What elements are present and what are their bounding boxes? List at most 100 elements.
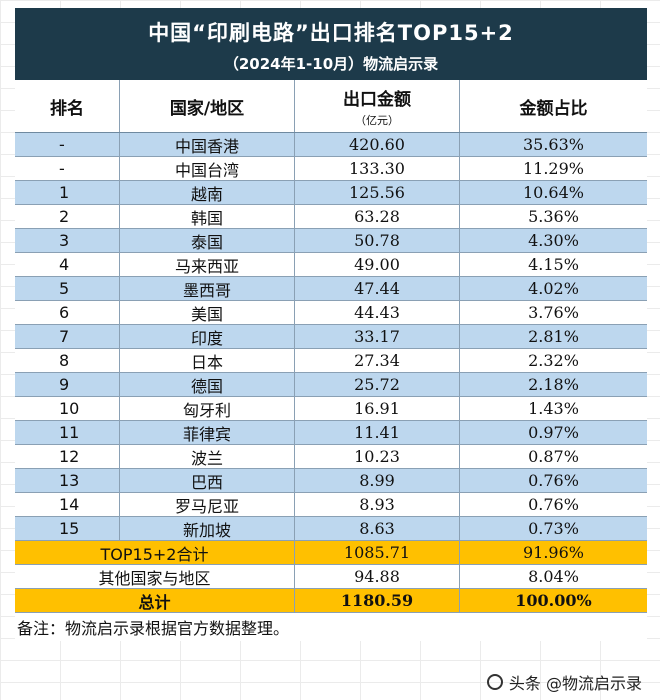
total-share: 100.00% xyxy=(515,591,592,610)
share-cell: 1.43% xyxy=(528,399,579,418)
table-row: 14 罗马尼亚 8.93 0.76% xyxy=(15,493,647,517)
table-row: 8 日本 27.34 2.32% xyxy=(15,349,647,373)
rank-cell: 11 xyxy=(15,421,120,444)
table-row: 1 越南 125.56 10.64% xyxy=(15,181,647,205)
region-cell: 泰国 xyxy=(120,229,295,252)
subtotal-label: TOP15+2合计 xyxy=(15,541,295,564)
table-title-block: 中国“印刷电路”出口排名TOP15+2 （2024年1-10月）物流启示录 xyxy=(15,8,647,80)
rank-cell: 3 xyxy=(15,229,120,252)
amount-cell: 16.91 xyxy=(295,397,460,420)
header-amount-label: 出口金额 xyxy=(343,89,411,110)
amount-cell: 25.72 xyxy=(295,373,460,396)
table-row: 12 波兰 10.23 0.87% xyxy=(15,445,647,469)
rank-cell: 6 xyxy=(15,301,120,324)
table-row: 13 巴西 8.99 0.76% xyxy=(15,469,647,493)
amount-cell: 8.99 xyxy=(295,469,460,492)
share-cell: 35.63% xyxy=(522,135,584,154)
rank-cell: - xyxy=(15,133,120,156)
rank-cell: 14 xyxy=(15,493,120,516)
rank-cell: 4 xyxy=(15,253,120,276)
amount-cell: 8.93 xyxy=(295,493,460,516)
table-row: 2 韩国 63.28 5.36% xyxy=(15,205,647,229)
total-row: 总计 1180.59 100.00% xyxy=(15,589,647,613)
rank-cell: 9 xyxy=(15,373,120,396)
others-row: 其他国家与地区 94.88 8.04% xyxy=(15,565,647,589)
amount-cell: 10.23 xyxy=(295,445,460,468)
rank-cell: 13 xyxy=(15,469,120,492)
amount-cell: 44.43 xyxy=(295,301,460,324)
header-share: 金额占比 xyxy=(519,98,588,119)
rank-cell: 1 xyxy=(15,181,120,204)
share-cell: 10.64% xyxy=(522,183,584,202)
rank-cell: 10 xyxy=(15,397,120,420)
rank-cell: - xyxy=(15,157,120,180)
rank-cell: 8 xyxy=(15,349,120,372)
share-cell: 2.18% xyxy=(528,375,579,394)
region-cell: 美国 xyxy=(120,301,295,324)
table-row: 6 美国 44.43 3.76% xyxy=(15,301,647,325)
footnote: 备注：物流启示录根据官方数据整理。 xyxy=(15,613,647,641)
region-cell: 新加坡 xyxy=(120,517,295,540)
amount-cell: 33.17 xyxy=(295,325,460,348)
amount-cell: 49.00 xyxy=(295,253,460,276)
region-cell: 印度 xyxy=(120,325,295,348)
share-cell: 0.76% xyxy=(528,495,579,514)
region-cell: 日本 xyxy=(120,349,295,372)
share-cell: 3.76% xyxy=(528,303,579,322)
region-cell: 马来西亚 xyxy=(120,253,295,276)
amount-cell: 50.78 xyxy=(295,229,460,252)
share-cell: 2.32% xyxy=(528,351,579,370)
share-cell: 5.36% xyxy=(528,207,579,226)
watermark: 头条 @物流启示录 xyxy=(486,670,642,694)
subtotal-share: 91.96% xyxy=(522,543,584,562)
share-cell: 0.97% xyxy=(528,423,579,442)
watermark-logo-icon xyxy=(486,674,503,690)
share-cell: 0.76% xyxy=(528,471,579,490)
rank-cell: 12 xyxy=(15,445,120,468)
table-row: 5 墨西哥 47.44 4.02% xyxy=(15,277,647,301)
region-cell: 匈牙利 xyxy=(120,397,295,420)
rank-cell: 2 xyxy=(15,205,120,228)
region-cell: 墨西哥 xyxy=(120,277,295,300)
export-ranking-table: 中国“印刷电路”出口排名TOP15+2 （2024年1-10月）物流启示录 排名… xyxy=(15,8,647,641)
region-cell: 中国台湾 xyxy=(120,157,295,180)
region-cell: 菲律宾 xyxy=(120,421,295,444)
share-cell: 4.02% xyxy=(528,279,579,298)
table-title: 中国“印刷电路”出口排名TOP15+2 xyxy=(148,21,514,45)
amount-cell: 133.30 xyxy=(295,157,460,180)
share-cell: 4.30% xyxy=(528,231,579,250)
header-amount-unit: （亿元） xyxy=(355,113,399,127)
table-header-row: 排名 国家/地区 出口金额 （亿元） 金额占比 xyxy=(15,80,647,133)
watermark-text: 头条 @物流启示录 xyxy=(508,674,642,693)
amount-cell: 47.44 xyxy=(295,277,460,300)
table-row: 3 泰国 50.78 4.30% xyxy=(15,229,647,253)
amount-cell: 27.34 xyxy=(295,349,460,372)
rank-cell: 15 xyxy=(15,517,120,540)
table-row: 15 新加坡 8.63 0.73% xyxy=(15,517,647,541)
table-row: 7 印度 33.17 2.81% xyxy=(15,325,647,349)
header-amount: 出口金额 （亿元） xyxy=(295,80,460,132)
subtotal-amount: 1085.71 xyxy=(295,541,460,564)
header-region: 国家/地区 xyxy=(120,80,295,132)
rank-cell: 5 xyxy=(15,277,120,300)
share-cell: 4.15% xyxy=(528,255,579,274)
table-subtitle: （2024年1-10月）物流启示录 xyxy=(223,55,439,73)
region-cell: 中国香港 xyxy=(120,133,295,156)
table-row: 10 匈牙利 16.91 1.43% xyxy=(15,397,647,421)
header-rank: 排名 xyxy=(15,80,120,132)
share-cell: 11.29% xyxy=(522,159,584,178)
table-row: 9 德国 25.72 2.18% xyxy=(15,373,647,397)
amount-cell: 11.41 xyxy=(295,421,460,444)
table-row: - 中国香港 420.60 35.63% xyxy=(15,133,647,157)
others-share: 8.04% xyxy=(528,567,579,586)
table-body: - 中国香港 420.60 35.63% - 中国台湾 133.30 11.29% 1 越南 125… xyxy=(15,133,647,541)
total-amount: 1180.59 xyxy=(295,589,460,612)
table-row: 4 马来西亚 49.00 4.15% xyxy=(15,253,647,277)
amount-cell: 8.63 xyxy=(295,517,460,540)
amount-cell: 63.28 xyxy=(295,205,460,228)
subtotal-row: TOP15+2合计 1085.71 91.96% xyxy=(15,541,647,565)
region-cell: 德国 xyxy=(120,373,295,396)
total-label: 总计 xyxy=(15,589,295,612)
region-cell: 罗马尼亚 xyxy=(120,493,295,516)
